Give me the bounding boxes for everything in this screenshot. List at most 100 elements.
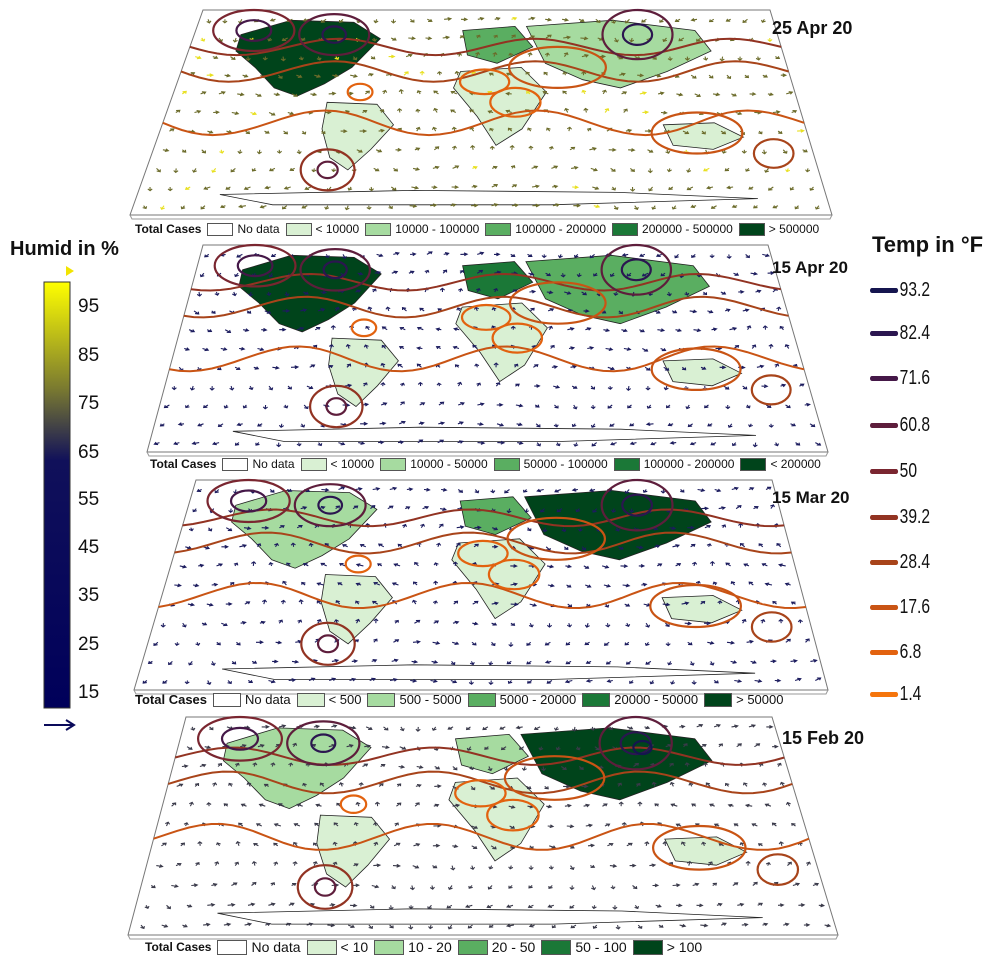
wind-arrow [707, 309, 714, 314]
wind-arrow [757, 902, 763, 906]
wind-arrow [625, 660, 632, 665]
wind-arrow [408, 905, 414, 910]
wind-arrow [328, 91, 337, 96]
wind-arrow [216, 641, 221, 646]
wind-arrow [297, 326, 305, 331]
legend-item: 20000 - 50000 [582, 692, 698, 707]
wind-arrow [338, 486, 346, 491]
wind-arrow [585, 327, 592, 331]
wind-arrow [684, 291, 690, 296]
wind-arrow [719, 365, 727, 370]
legend-swatch [738, 222, 765, 236]
wind-arrow [751, 823, 758, 827]
wind-arrow [356, 149, 363, 153]
temperature-contour [598, 715, 673, 771]
wind-arrow [774, 678, 782, 683]
wind-arrow [644, 641, 650, 646]
wind-arrow [430, 679, 438, 683]
wind-arrow [268, 902, 276, 907]
wind-arrow [724, 782, 730, 787]
wind-arrow [372, 600, 379, 605]
wind-arrow [618, 546, 624, 550]
legend-item: > 100 [632, 939, 702, 955]
wind-arrow [332, 73, 339, 78]
wind-arrow [400, 726, 405, 732]
temperature-contour [756, 853, 800, 886]
continent-africa [455, 302, 548, 383]
wind-arrow [774, 363, 780, 368]
humidity-tick: 15 [78, 682, 100, 703]
wind-arrow [239, 544, 248, 548]
wind-arrow [684, 621, 693, 626]
wind-arrow [727, 803, 734, 808]
wind-arrow [389, 924, 394, 929]
continent-antarctica [232, 426, 757, 442]
wind-arrow [394, 619, 399, 624]
wind-arrow [563, 784, 571, 789]
wind-arrow [567, 603, 573, 608]
wind-arrow [439, 507, 447, 512]
wind-arrow [195, 862, 200, 867]
wind-arrow [593, 272, 598, 277]
wind-arrow [510, 622, 516, 626]
wind-arrow [416, 765, 424, 769]
wind-arrow [528, 16, 536, 21]
wind-arrow [590, 385, 596, 390]
temperature-contour [300, 621, 356, 666]
wind-arrow [552, 203, 561, 207]
wind-arrow [603, 328, 611, 333]
wind-arrow [608, 148, 617, 152]
wind-arrow [284, 291, 290, 297]
wind-arrow [815, 442, 822, 446]
wind-arrow [761, 149, 767, 155]
wind-arrow [324, 205, 330, 210]
wind-arrow [487, 110, 494, 114]
wind-arrow [380, 402, 388, 406]
wind-arrow [418, 421, 425, 426]
wind-arrow [210, 661, 216, 666]
wind-arrow [267, 37, 273, 42]
continent-europe [455, 733, 530, 775]
wind-arrow [346, 744, 354, 748]
wind-arrow [495, 382, 501, 387]
legend-item: 20 - 50 [457, 939, 535, 955]
wind-arrow [321, 488, 330, 492]
wind-arrow [578, 766, 584, 770]
wind-arrow [240, 803, 247, 807]
wind-arrow [414, 147, 421, 151]
temperature-contour [632, 739, 653, 756]
wind-arrow [275, 640, 283, 645]
wind-arrow [293, 823, 301, 827]
wind-arrow [589, 253, 595, 259]
temperature-contour [308, 384, 364, 429]
wind-arrow [621, 91, 628, 95]
legend-label: No data [245, 692, 291, 707]
wind-arrow [472, 344, 478, 349]
wind-arrow [591, 885, 597, 891]
wind-arrow [331, 168, 337, 173]
wind-arrow [438, 421, 446, 426]
wind-arrow [442, 269, 448, 274]
wind-arrow [430, 203, 438, 208]
panel-base [146, 451, 829, 457]
wind-arrow [660, 489, 666, 494]
wind-arrow [641, 582, 648, 587]
wind-arrow [547, 308, 555, 312]
temperature-contour [189, 37, 782, 57]
wind-arrow [629, 508, 635, 513]
temperature-contour [325, 397, 348, 416]
wind-arrow [511, 34, 516, 39]
legend-swatch [632, 939, 663, 955]
temperature-level: 28.4 [870, 551, 930, 574]
wind-arrow [470, 203, 479, 208]
wind-arrow [278, 724, 287, 728]
wind-arrow [590, 423, 596, 428]
wind-arrow [471, 825, 479, 829]
wind-arrow [794, 205, 800, 210]
wind-arrow [298, 599, 304, 605]
humidity-max-marker [66, 266, 74, 276]
wind-arrow [425, 36, 433, 41]
wind-arrow [745, 404, 751, 409]
wind-arrow [211, 441, 220, 446]
legend-label: 5000 - 20000 [499, 692, 577, 707]
